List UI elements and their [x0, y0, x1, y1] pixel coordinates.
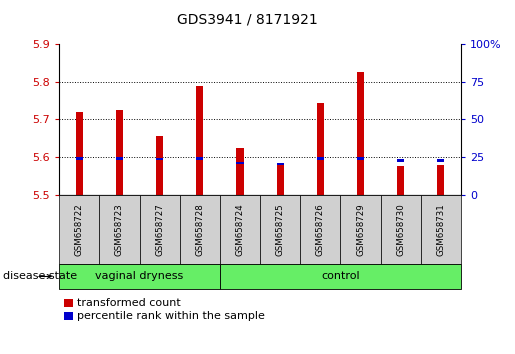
Bar [357, 73, 364, 195]
Text: control: control [321, 272, 359, 281]
Bar [437, 159, 444, 161]
Bar [236, 148, 244, 195]
Text: GSM658722: GSM658722 [75, 203, 84, 256]
Text: GDS3941 / 8171921: GDS3941 / 8171921 [177, 12, 318, 27]
Bar [76, 112, 83, 195]
Bar [277, 163, 284, 195]
Text: GSM658729: GSM658729 [356, 203, 365, 256]
Text: GSM658724: GSM658724 [235, 203, 245, 256]
Bar [116, 110, 123, 195]
Bar [76, 158, 83, 160]
Bar [277, 163, 284, 165]
Text: GSM658726: GSM658726 [316, 203, 325, 256]
Text: percentile rank within the sample: percentile rank within the sample [77, 311, 265, 321]
Bar [236, 162, 244, 164]
Text: GSM658725: GSM658725 [276, 203, 285, 256]
Bar [357, 158, 364, 160]
Bar [156, 136, 163, 195]
Bar [156, 158, 163, 160]
Text: transformed count: transformed count [77, 298, 181, 308]
Text: vaginal dryness: vaginal dryness [95, 272, 184, 281]
Text: GSM658727: GSM658727 [155, 203, 164, 256]
Text: GSM658723: GSM658723 [115, 203, 124, 256]
Text: GSM658730: GSM658730 [396, 203, 405, 256]
Text: GSM658731: GSM658731 [436, 203, 445, 256]
Bar [397, 166, 404, 195]
Bar [397, 159, 404, 161]
Text: disease state: disease state [3, 272, 77, 281]
Text: GSM658728: GSM658728 [195, 203, 204, 256]
Bar [317, 103, 324, 195]
Bar [116, 158, 123, 160]
Bar [437, 165, 444, 195]
Bar [317, 158, 324, 160]
Bar [196, 86, 203, 195]
Bar [196, 158, 203, 160]
